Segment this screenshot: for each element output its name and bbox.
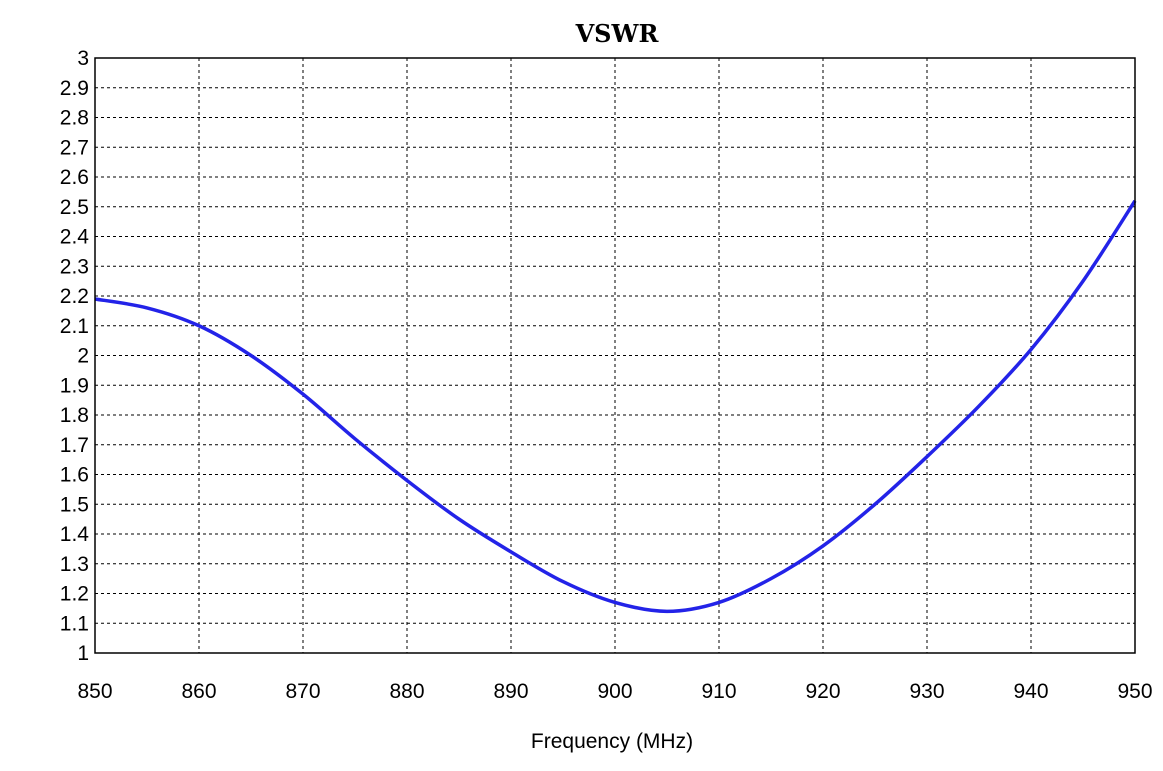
- y-tick-label: 2.4: [60, 226, 90, 249]
- y-tick-label: 1.9: [60, 374, 89, 397]
- vswr-series-line: [94, 199, 1137, 614]
- y-tick-label: 2.3: [60, 255, 89, 278]
- x-axis-ticks: 850 860 870 880 890 900 910 920 930 940 950: [77, 680, 1152, 703]
- x-tick-label: 880: [389, 680, 424, 703]
- y-tick-label: 1.3: [60, 553, 89, 576]
- x-tick-label: 850: [77, 680, 112, 703]
- x-tick-label: 870: [285, 680, 320, 703]
- series-layer: [94, 199, 1137, 614]
- y-tick-label: 2.7: [60, 136, 89, 159]
- chart-title: VSWR: [575, 19, 660, 48]
- y-tick-label: 1: [77, 642, 89, 665]
- x-tick-label: 940: [1013, 680, 1048, 703]
- y-tick-label: 2.2: [60, 285, 89, 308]
- x-tick-label: 930: [909, 680, 944, 703]
- x-axis-label: Frequency (MHz): [531, 730, 693, 753]
- x-tick-label: 900: [597, 680, 632, 703]
- y-tick-label: 1.8: [60, 404, 89, 427]
- y-tick-label: 1.6: [60, 464, 89, 487]
- y-tick-label: 2: [77, 345, 89, 368]
- y-tick-label: 1.7: [60, 434, 89, 457]
- y-tick-label: 2.8: [60, 107, 89, 130]
- x-tick-label: 920: [805, 680, 840, 703]
- y-tick-label: 2.1: [60, 315, 89, 338]
- y-tick-label: 1.2: [60, 583, 89, 606]
- y-tick-label: 1.5: [60, 493, 89, 516]
- x-tick-label: 950: [1117, 680, 1152, 703]
- x-tick-label: 890: [493, 680, 528, 703]
- y-axis-ticks: 1 1.1 1.2 1.3 1.4 1.5 1.6 1.7 1.8 1.9 2 2.1 2.2 2.3 2.…: [60, 47, 90, 665]
- y-tick-label: 2.9: [60, 77, 89, 100]
- y-tick-label: 2.5: [60, 196, 89, 219]
- y-tick-label: 1.4: [60, 523, 90, 546]
- y-tick-label: 2.6: [60, 166, 89, 189]
- x-tick-label: 910: [701, 680, 736, 703]
- y-tick-label: 3: [77, 47, 89, 70]
- y-tick-label: 1.1: [60, 612, 89, 635]
- grid-lines: [95, 58, 1135, 653]
- plot-frame: [94, 57, 1136, 654]
- x-tick-label: 860: [181, 680, 216, 703]
